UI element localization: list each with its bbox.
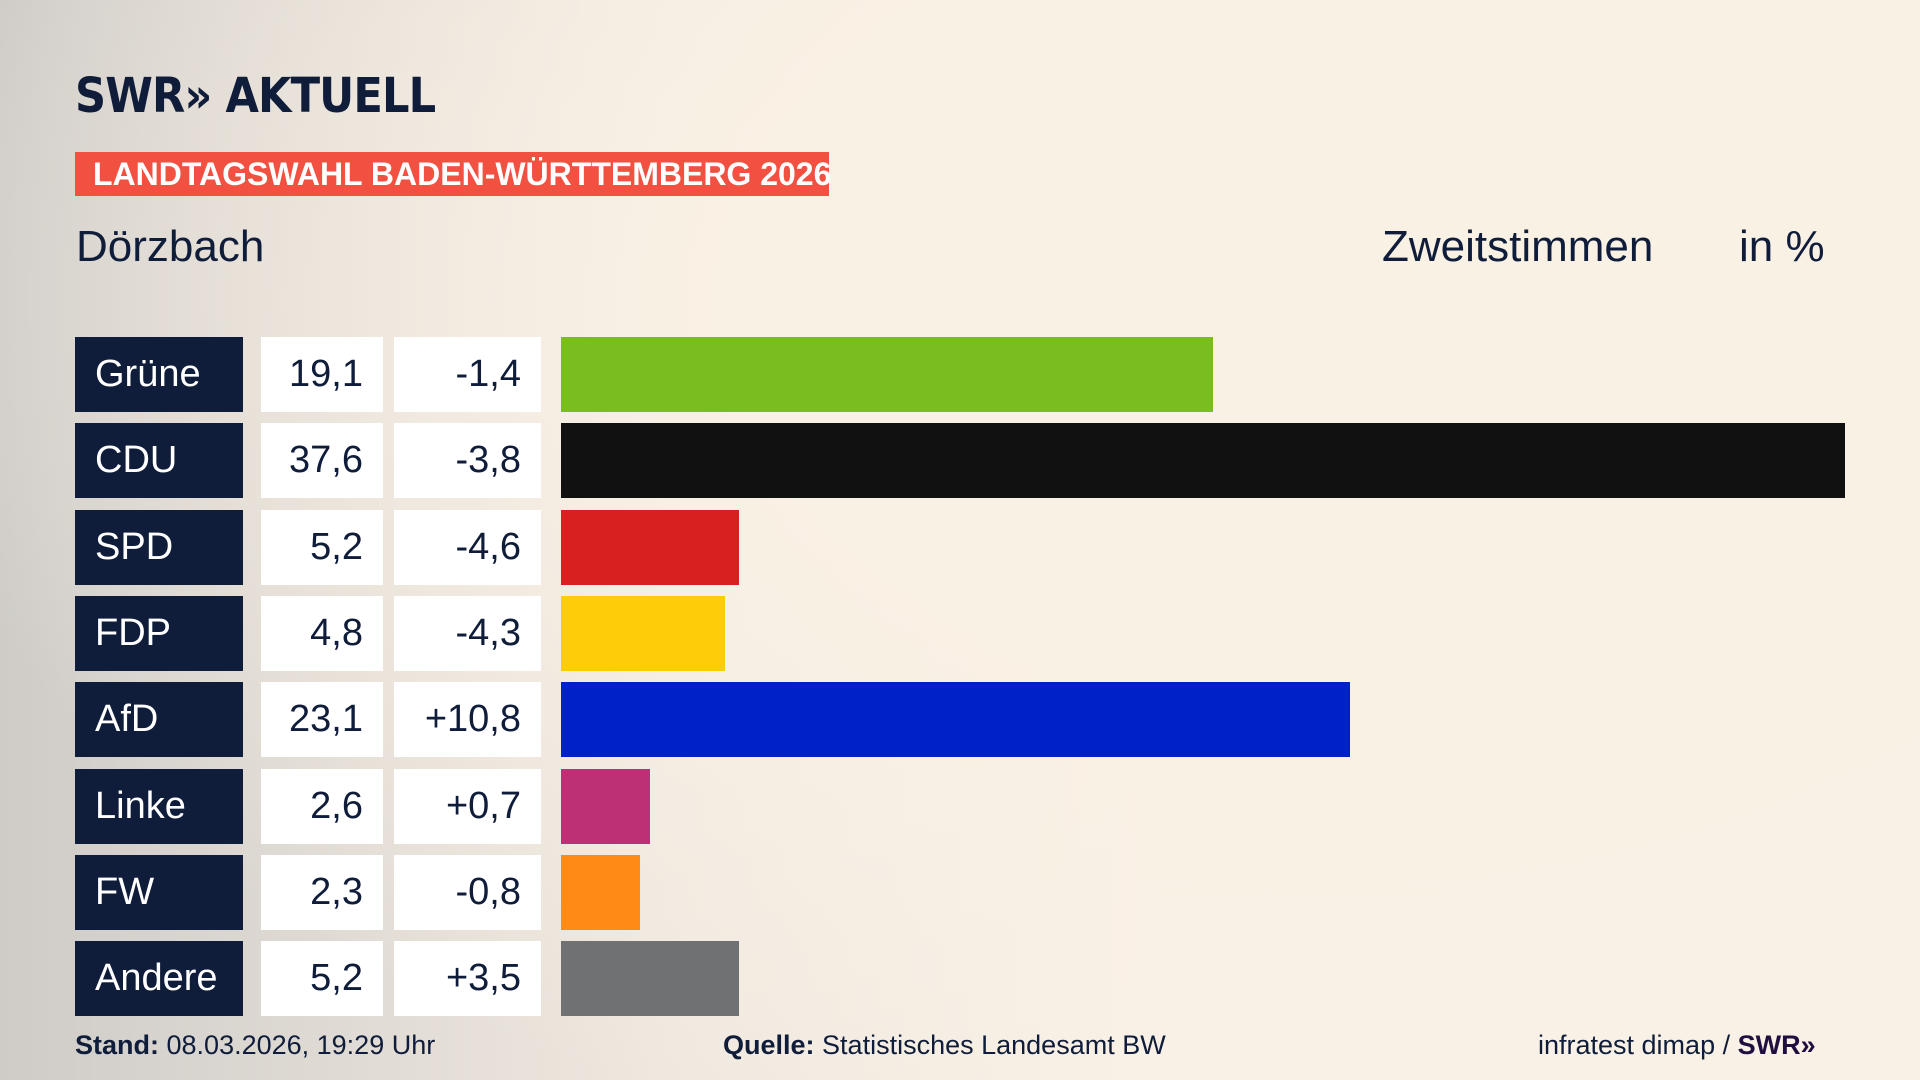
value-label: 5,2 <box>261 941 383 1017</box>
bar-spd <box>561 509 739 585</box>
change-label: +3,5 <box>394 941 541 1017</box>
unit-label: in % <box>1739 222 1825 271</box>
election-banner: LANDTAGSWAHL BADEN-WÜRTTEMBERG 2026 <box>75 152 831 196</box>
change-label: -3,8 <box>394 423 541 499</box>
credit-text: infratest dimap / <box>1538 1030 1738 1060</box>
bar-cdu <box>561 423 1845 499</box>
party-label: Linke <box>75 768 243 844</box>
value-label: 5,2 <box>261 509 383 585</box>
party-label: Grüne <box>75 337 243 412</box>
value-label: 2,3 <box>261 854 383 930</box>
change-label: +10,8 <box>394 682 541 758</box>
party-label: AfD <box>75 682 243 758</box>
change-label: -4,6 <box>394 509 541 585</box>
bar-fdp <box>561 595 725 671</box>
bar-grüne <box>561 337 1214 412</box>
party-label: Andere <box>75 941 243 1017</box>
party-label: FDP <box>75 595 243 671</box>
change-label: -4,3 <box>394 595 541 671</box>
metric-label: Zweitstimmen <box>1382 222 1654 271</box>
value-label: 2,6 <box>261 768 383 844</box>
party-label: CDU <box>75 423 243 499</box>
change-label: -1,4 <box>394 337 541 412</box>
bar-andere <box>561 941 739 1017</box>
source-value: Statistisches Landesamt BW <box>822 1030 1166 1060</box>
stand-label: Stand: <box>75 1030 159 1060</box>
source-label: Quelle: <box>723 1030 815 1060</box>
stand-value: 08.03.2026, 19:29 Uhr <box>166 1030 436 1060</box>
change-label: +0,7 <box>394 768 541 844</box>
bar-afd <box>561 682 1350 758</box>
value-label: 19,1 <box>261 337 383 412</box>
value-label: 37,6 <box>261 423 383 499</box>
value-label: 4,8 <box>261 595 383 671</box>
party-label: SPD <box>75 509 243 585</box>
credit: infratest dimap / SWR» <box>1538 1030 1816 1061</box>
municipality-title: Dörzbach <box>76 222 265 271</box>
bar-linke <box>561 768 650 844</box>
swr-logo-small: SWR» <box>1737 1030 1816 1060</box>
timestamp: Stand: 08.03.2026, 19:29 Uhr <box>75 1030 435 1061</box>
source: Quelle: Statistisches Landesamt BW <box>723 1030 1166 1061</box>
swr-aktuell-logo: SWR» AKTUELL <box>75 68 436 124</box>
value-label: 23,1 <box>261 682 383 758</box>
party-label: FW <box>75 854 243 930</box>
bar-fw <box>561 854 640 930</box>
change-label: -0,8 <box>394 854 541 930</box>
